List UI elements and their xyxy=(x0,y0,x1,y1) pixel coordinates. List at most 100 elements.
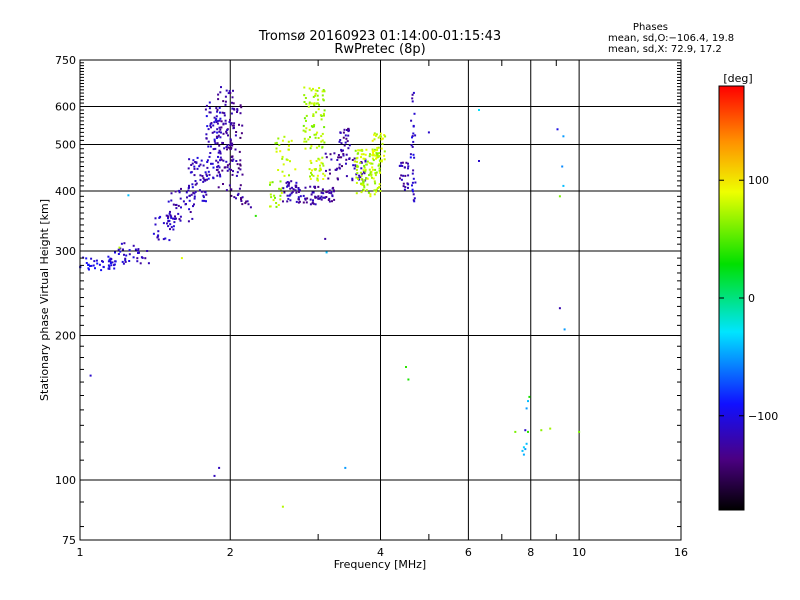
data-point xyxy=(314,89,317,92)
y-tick-label: 200 xyxy=(55,330,76,343)
data-point xyxy=(229,139,232,142)
data-point xyxy=(379,132,382,135)
data-point xyxy=(362,180,365,183)
data-point xyxy=(378,171,381,174)
data-point xyxy=(341,165,343,168)
data-point xyxy=(540,429,543,432)
data-point xyxy=(332,186,335,189)
data-point xyxy=(309,203,312,206)
data-point xyxy=(297,198,300,201)
data-point xyxy=(108,258,111,261)
data-point xyxy=(338,163,341,166)
data-point xyxy=(179,197,182,200)
data-point xyxy=(525,407,528,410)
data-point xyxy=(335,168,338,171)
data-point xyxy=(337,156,340,159)
data-point xyxy=(329,153,332,156)
data-point xyxy=(200,190,203,193)
data-point xyxy=(236,109,239,112)
data-point xyxy=(156,235,159,238)
data-point xyxy=(310,162,313,164)
data-point xyxy=(114,251,116,254)
data-point xyxy=(366,177,369,180)
data-point xyxy=(231,144,234,147)
data-point xyxy=(152,232,155,235)
data-point xyxy=(323,109,326,112)
data-point xyxy=(320,191,323,194)
data-point xyxy=(402,174,405,177)
data-point xyxy=(231,101,233,104)
data-point xyxy=(347,127,350,130)
data-point xyxy=(288,174,290,177)
data-point xyxy=(375,133,378,136)
data-point xyxy=(219,117,222,120)
data-point xyxy=(238,150,241,153)
data-point xyxy=(193,165,196,168)
data-point xyxy=(208,111,211,114)
data-point xyxy=(206,161,209,163)
data-point xyxy=(269,205,271,208)
data-point xyxy=(169,223,172,226)
data-point xyxy=(238,123,240,126)
data-point xyxy=(340,148,343,151)
data-point xyxy=(226,129,229,132)
data-point xyxy=(322,112,325,115)
data-point xyxy=(338,140,341,143)
data-point xyxy=(159,215,162,218)
data-point xyxy=(411,136,413,139)
data-point xyxy=(353,167,356,170)
data-point xyxy=(179,219,182,222)
data-point xyxy=(295,200,298,203)
data-point xyxy=(240,198,242,201)
data-point xyxy=(344,466,347,469)
data-point xyxy=(342,136,345,139)
y-tick-label: 500 xyxy=(55,139,76,152)
data-point xyxy=(128,260,131,262)
data-point xyxy=(282,187,285,190)
data-point xyxy=(321,139,324,142)
data-point xyxy=(306,197,309,200)
data-point xyxy=(196,156,199,159)
data-point xyxy=(88,268,90,271)
data-point xyxy=(193,195,196,198)
data-point xyxy=(376,187,379,189)
data-point xyxy=(400,174,403,177)
data-point xyxy=(304,147,307,150)
data-point xyxy=(209,152,212,154)
data-point xyxy=(316,102,319,105)
data-point xyxy=(170,192,173,195)
data-point xyxy=(383,154,386,157)
data-point xyxy=(112,264,115,267)
data-point xyxy=(561,165,564,168)
data-point xyxy=(200,159,203,162)
data-point xyxy=(345,158,348,161)
data-point xyxy=(368,155,371,158)
data-point xyxy=(379,160,382,163)
data-point xyxy=(201,199,204,202)
data-point xyxy=(281,170,284,173)
data-point xyxy=(277,204,280,206)
data-point xyxy=(240,200,243,202)
data-point xyxy=(287,144,290,147)
data-point xyxy=(185,191,188,194)
data-point xyxy=(269,183,271,186)
data-point xyxy=(209,111,212,114)
data-point xyxy=(288,181,290,184)
data-point xyxy=(96,262,99,265)
data-point xyxy=(169,228,171,231)
data-point xyxy=(427,131,430,134)
stats-heading: Phases xyxy=(633,22,668,33)
data-point xyxy=(188,199,191,202)
data-point xyxy=(295,191,298,194)
data-point xyxy=(354,149,357,152)
data-point xyxy=(322,164,325,167)
data-point xyxy=(199,163,202,166)
data-point xyxy=(333,190,335,193)
data-point xyxy=(87,267,90,270)
data-point xyxy=(208,107,211,110)
data-point xyxy=(289,199,292,202)
data-point xyxy=(297,196,300,199)
data-point xyxy=(374,172,377,175)
data-point xyxy=(273,194,276,197)
data-point xyxy=(222,132,225,135)
